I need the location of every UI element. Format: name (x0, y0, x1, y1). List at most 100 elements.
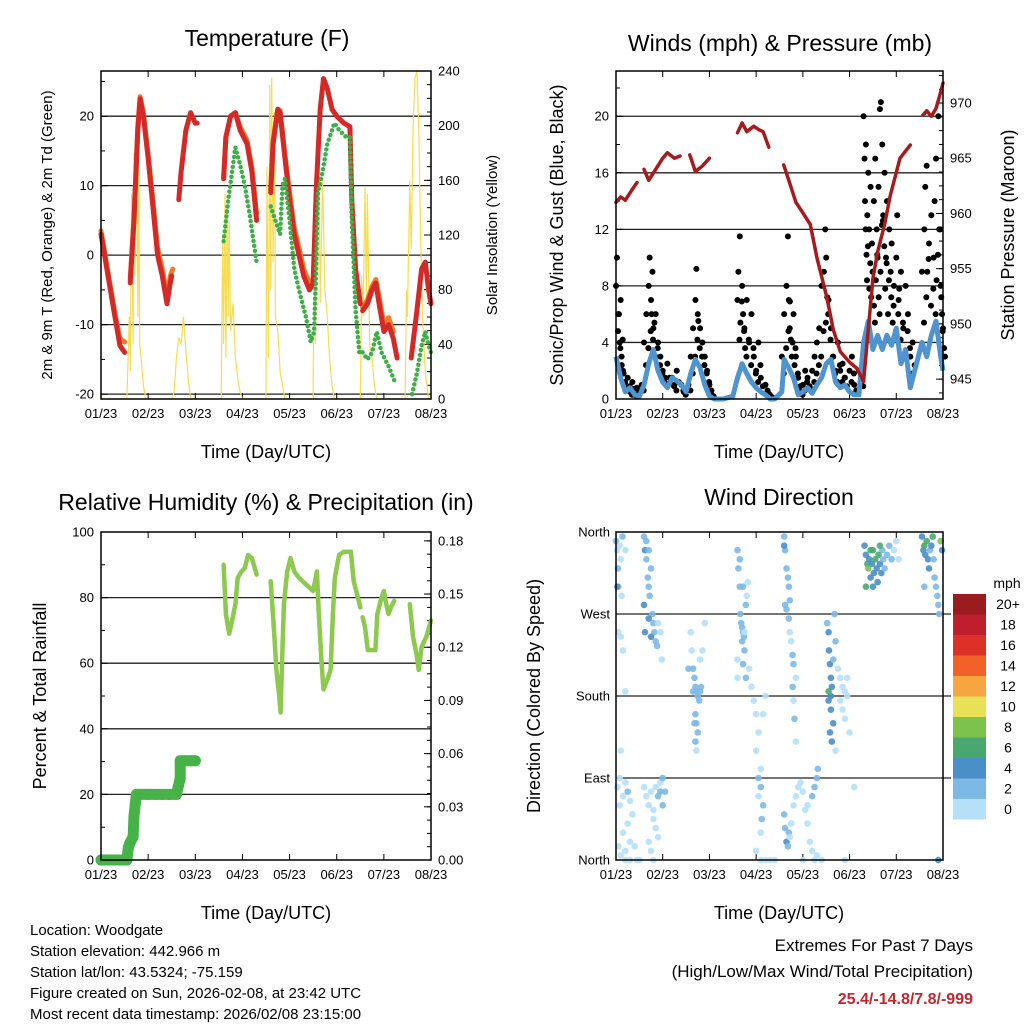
direction-point (752, 747, 760, 754)
gust-point (739, 282, 746, 289)
x-tick-label: 04/23 (226, 867, 259, 882)
rh-series (268, 549, 363, 715)
direction-point (806, 838, 814, 846)
gust-point (781, 311, 788, 318)
latlon-text: Station lat/lon: 43.5324; -75.159 (30, 964, 243, 981)
y-tick-label: 16 (595, 165, 609, 180)
gust-point (655, 339, 662, 346)
direction-point (832, 747, 839, 754)
elevation-text: Station elevation: 442.966 m (30, 943, 220, 960)
winds-chart: 01/23 02/23 03/23 04/23 05/23 06/23 07/23 08/23… (595, 70, 972, 421)
gust-point (897, 268, 904, 275)
direction-point (757, 783, 765, 791)
gust-point (741, 325, 748, 332)
legend-swatch (953, 635, 986, 656)
humidity-y-label: Percent & Total Rainfall (30, 603, 50, 790)
x-tick-label: 02/23 (646, 867, 679, 882)
direction-point (654, 833, 662, 841)
direction-point (785, 583, 793, 590)
direction-point (918, 533, 926, 540)
gust-point (645, 345, 652, 352)
direction-point (691, 720, 698, 727)
gust-point (875, 294, 882, 301)
x-tick-label: 04/23 (226, 406, 259, 421)
x-tick-label: 07/23 (880, 406, 913, 421)
gust-point (867, 183, 874, 190)
pressure-series (781, 163, 866, 384)
direction-point (696, 656, 704, 663)
direction-point (624, 820, 631, 827)
gust-point (813, 339, 820, 346)
x-tick-label: 06/23 (320, 406, 353, 421)
gust-point (799, 381, 806, 388)
temperature-chart-title: Temperature (F) (185, 25, 350, 51)
x-tick-label: 03/23 (693, 406, 726, 421)
pressure-series (614, 180, 639, 205)
gust-point (881, 243, 888, 250)
gust-point (925, 240, 932, 247)
gust-point (886, 226, 893, 233)
direction-point (653, 642, 661, 650)
direction-point (879, 556, 887, 563)
gust-point (893, 254, 900, 261)
direction-point (745, 665, 753, 672)
y-right-tick-label: 0.09 (438, 693, 463, 708)
winds-y-label: Sonic/Prop Wind & Gust (Blue, Black) (547, 84, 567, 385)
direction-point (651, 628, 658, 636)
gust-point (783, 282, 790, 289)
direction-point (935, 601, 942, 609)
direction-point (736, 610, 744, 618)
gust-point (932, 311, 939, 318)
y-right-tick-label: 40 (438, 337, 452, 352)
plot-frame (100, 531, 432, 861)
gust-point (664, 360, 671, 367)
direction-point (614, 583, 621, 590)
legend-label: 0 (1004, 801, 1012, 817)
gust-point (934, 251, 941, 258)
gust-point (792, 353, 799, 360)
gust-point (617, 345, 624, 352)
direction-point (792, 738, 800, 745)
gust-point (694, 336, 701, 343)
direction-point (631, 843, 638, 850)
gust-point (902, 282, 909, 289)
direction-point (825, 688, 832, 695)
gust-point (784, 233, 791, 240)
direction-point (828, 683, 836, 691)
gust-point (890, 282, 897, 289)
y-right-tick-label: 0.15 (438, 587, 463, 602)
direction-point (813, 852, 821, 859)
gust-point (757, 362, 764, 369)
x-tick-label: 08/23 (927, 867, 960, 882)
gust-point (873, 226, 880, 233)
direction-point (755, 729, 762, 736)
direction-point (867, 546, 874, 554)
gust-point (650, 336, 657, 343)
gust-point (743, 297, 750, 304)
y-right-tick-label: 970 (950, 96, 972, 111)
t2m-series (221, 110, 260, 223)
gust-point (879, 141, 886, 148)
gust-point (863, 277, 870, 284)
gust-point (883, 254, 890, 261)
y-tick-label: 0 (87, 248, 94, 263)
gust-point (868, 240, 875, 247)
winds-y-label-right: Station Pressure (Maroon) (998, 129, 1018, 340)
y-tick-label: -20 (75, 387, 94, 402)
direction-point (871, 556, 879, 563)
direction-point (827, 706, 835, 713)
direction-point (697, 683, 705, 691)
direction-point (923, 537, 930, 545)
gust-point (746, 339, 753, 346)
x-tick-label: 02/23 (132, 867, 165, 882)
gust-point (895, 311, 902, 318)
direction-point (742, 674, 750, 682)
speed-legend: 20+ 18 16 14 12 10 8 6 4 2 0 (953, 594, 1020, 820)
gust-point (736, 336, 743, 343)
direction-point (701, 619, 709, 627)
gust-point (755, 339, 762, 346)
direction-point (734, 674, 741, 682)
gust-point (862, 141, 869, 148)
created-text: Figure created on Sun, 2026-02-08, at 23… (30, 985, 361, 1002)
direction-point (829, 720, 837, 727)
